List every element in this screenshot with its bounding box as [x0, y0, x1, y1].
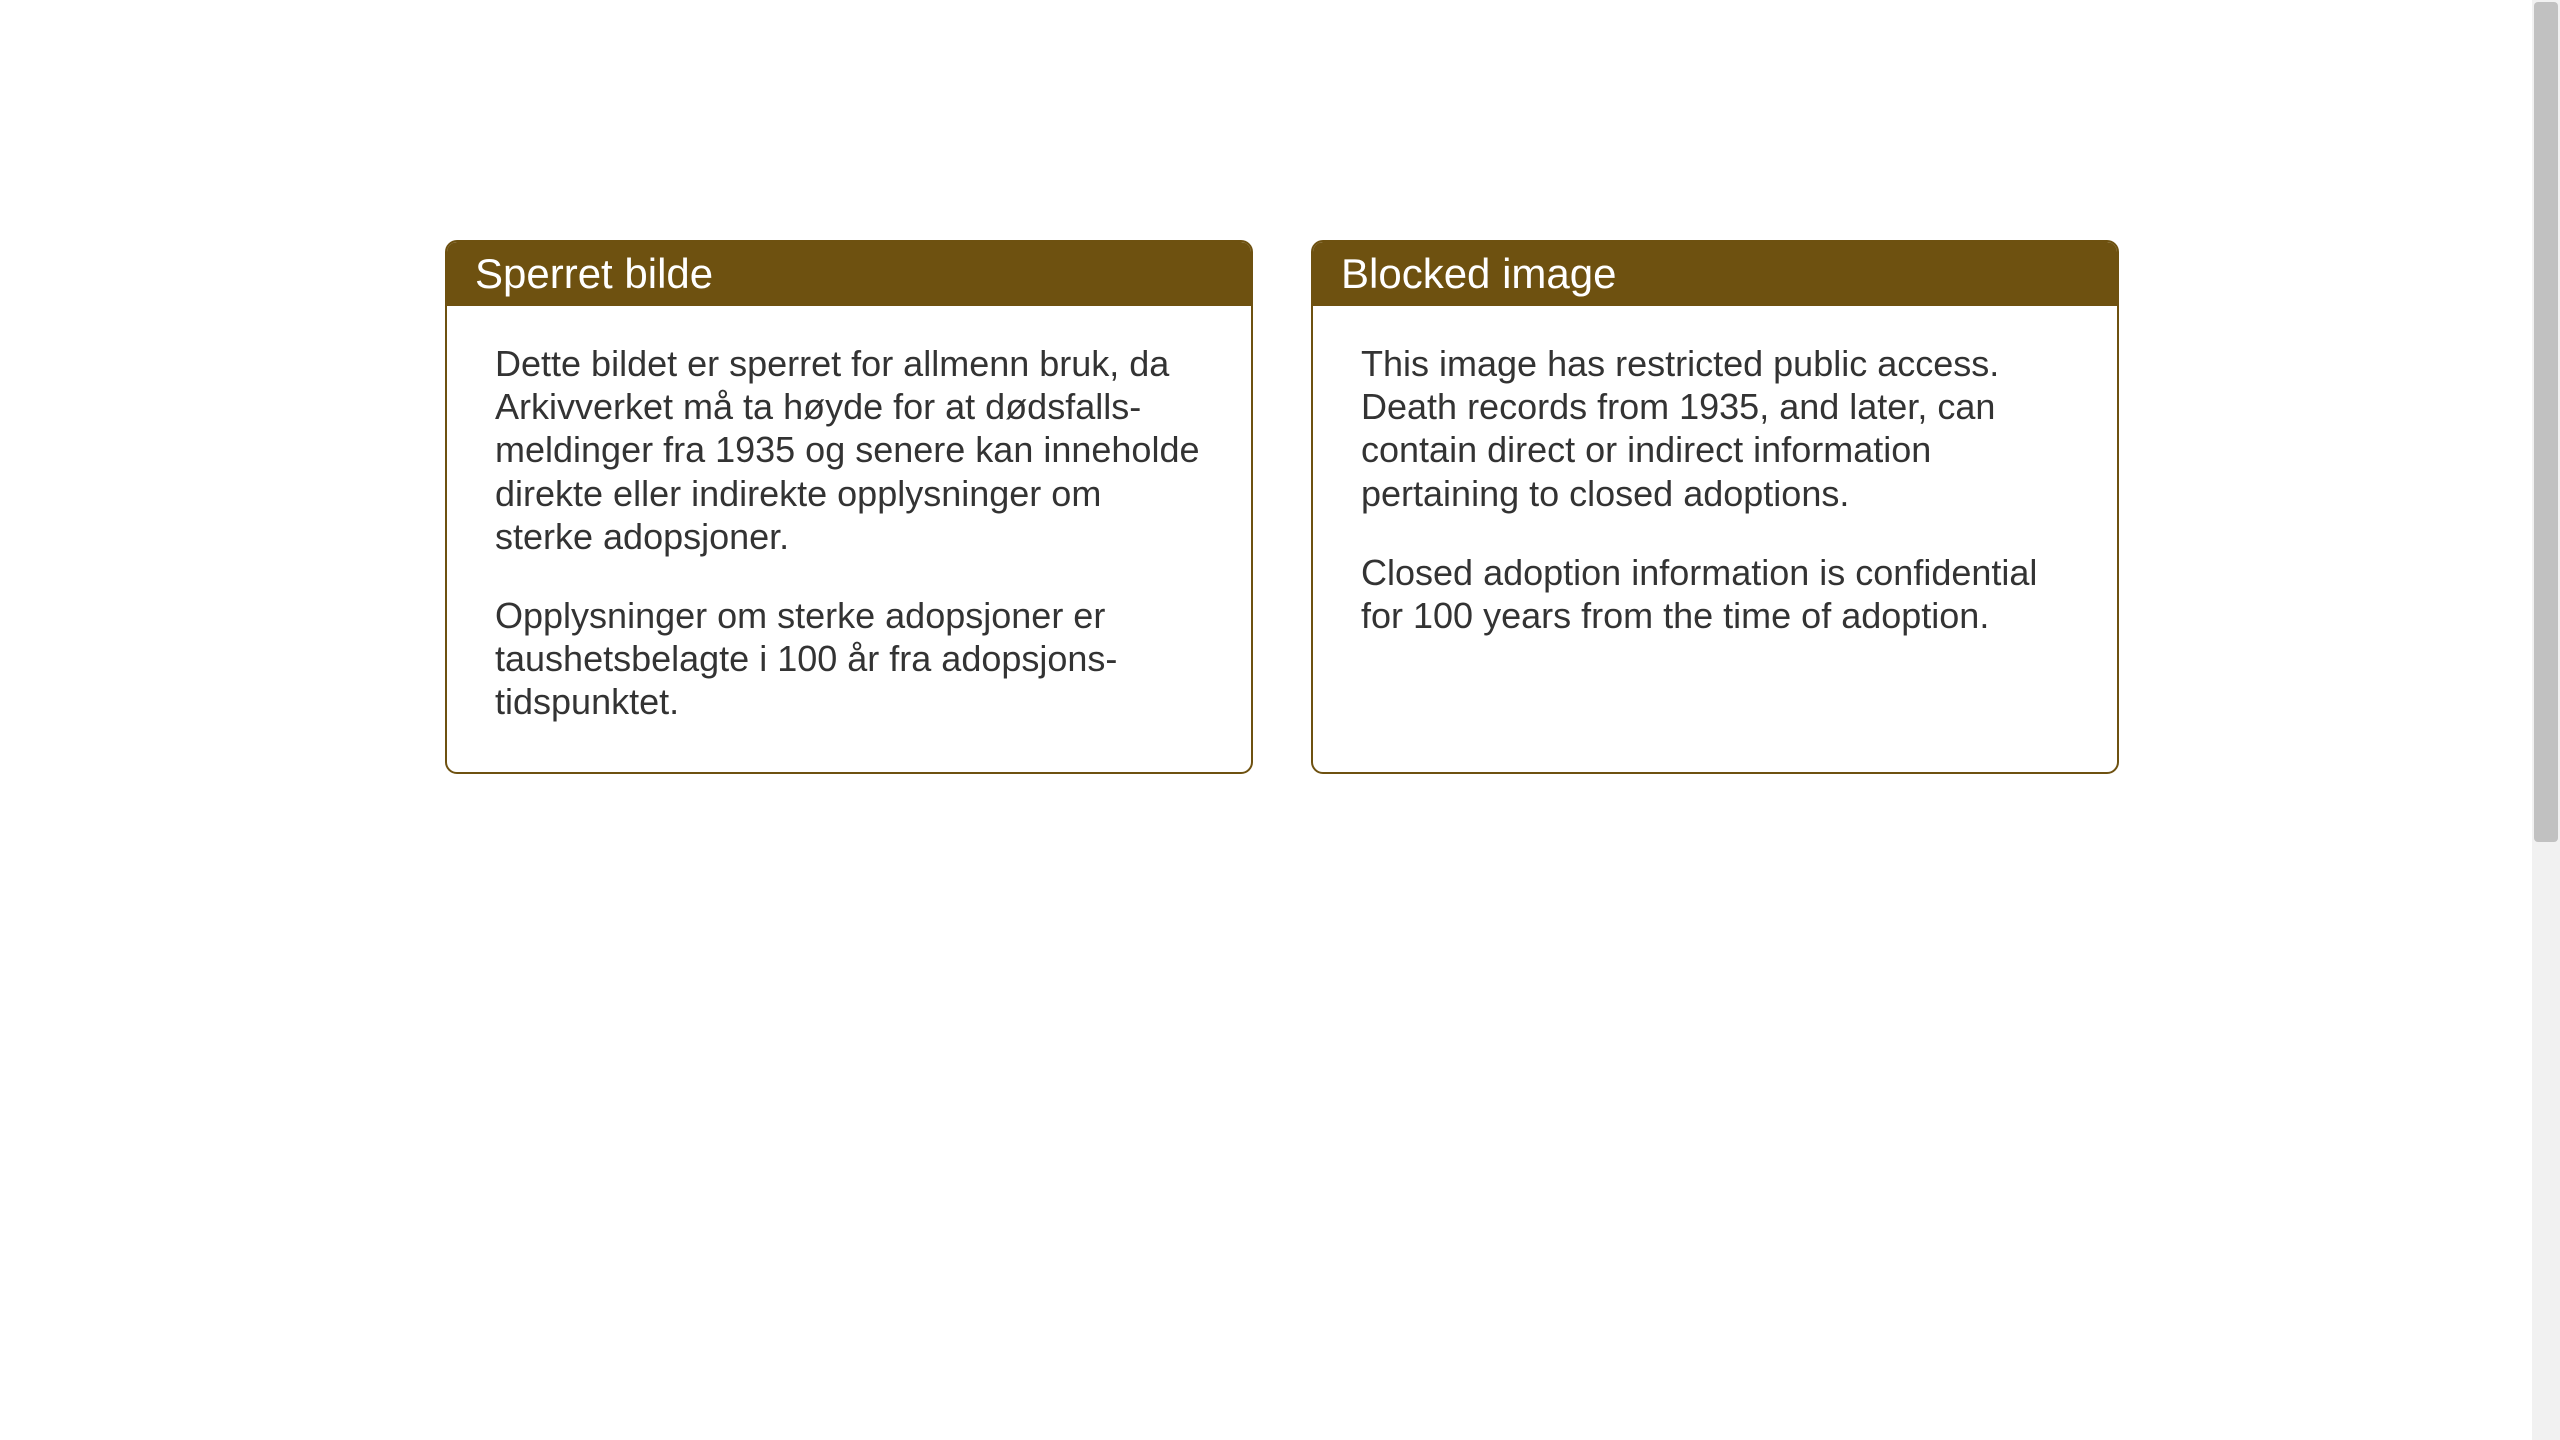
norwegian-paragraph-2: Opplysninger om sterke adopsjoner er tau…	[495, 594, 1203, 724]
english-card-body: This image has restricted public access.…	[1313, 306, 2117, 685]
english-card-header: Blocked image	[1313, 242, 2117, 306]
norwegian-paragraph-1: Dette bildet er sperret for allmenn bruk…	[495, 342, 1203, 558]
english-paragraph-1: This image has restricted public access.…	[1361, 342, 2069, 515]
norwegian-card: Sperret bilde Dette bildet er sperret fo…	[445, 240, 1253, 774]
cards-container: Sperret bilde Dette bildet er sperret fo…	[445, 240, 2119, 774]
norwegian-card-body: Dette bildet er sperret for allmenn bruk…	[447, 306, 1251, 772]
english-paragraph-2: Closed adoption information is confident…	[1361, 551, 2069, 637]
english-card-title: Blocked image	[1341, 250, 1616, 297]
norwegian-card-title: Sperret bilde	[475, 250, 713, 297]
vertical-scrollbar-track[interactable]	[2532, 0, 2560, 1440]
norwegian-card-header: Sperret bilde	[447, 242, 1251, 306]
english-card: Blocked image This image has restricted …	[1311, 240, 2119, 774]
vertical-scrollbar-thumb[interactable]	[2534, 2, 2558, 842]
